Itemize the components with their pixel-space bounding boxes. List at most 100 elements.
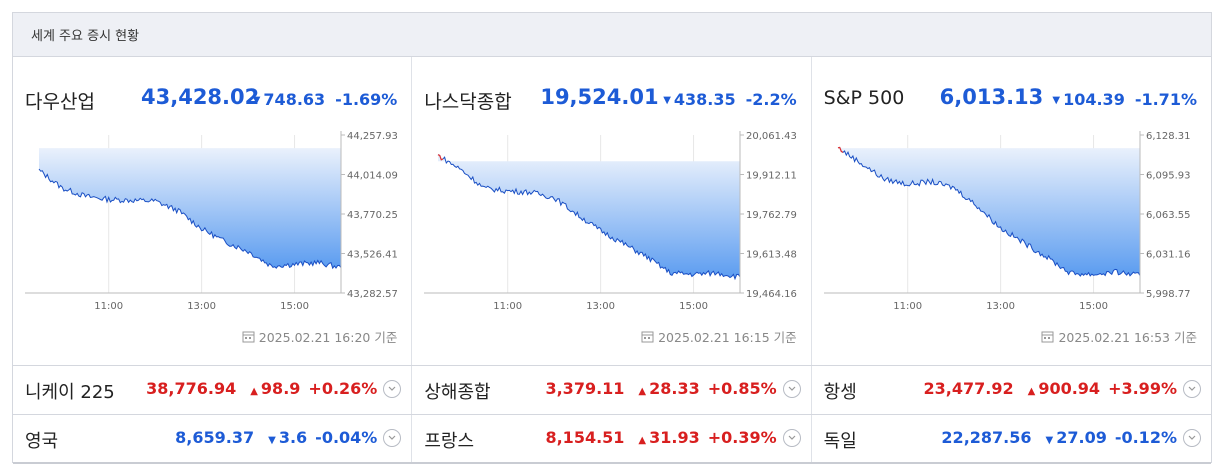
index-row: 니케이 225 38,776.94 ▲ 98.9 +0.26% 상해종합 3,37… [13, 365, 1211, 414]
change-amount: 27.09 [1056, 428, 1107, 447]
widget-header: 세계 주요 증시 현황 [13, 13, 1211, 57]
timestamp: 2025.02.21 16:20 기준 [242, 327, 398, 346]
series-area [39, 148, 341, 269]
triangle-down-icon: ▼ [1045, 435, 1054, 446]
change-percent: -2.2% [745, 90, 797, 109]
world-market-widget: 세계 주요 증시 현황 다우산업 43,428.02 ▼ 748.63 -1.69… [12, 12, 1212, 464]
y-tick-label: 19,464.16 [746, 289, 797, 300]
y-tick-label: 6,031.16 [1146, 250, 1191, 261]
x-tick-label: 15:00 [1079, 301, 1108, 312]
index-cell-nikkei[interactable]: 니케이 225 38,776.94 ▲ 98.9 +0.26% [13, 366, 413, 414]
series-up-segment [837, 146, 843, 153]
series-up-segment [438, 154, 444, 161]
timestamp: 2025.02.21 16:53 기준 [1041, 327, 1197, 346]
chevron-down-icon[interactable] [383, 379, 402, 398]
y-tick-label: 44,257.93 [347, 131, 398, 142]
y-tick-label: 5,998.77 [1146, 289, 1191, 300]
index-panel-sp500[interactable]: S&P 500 6,013.13 ▼ 104.39 -1.71% 6,128.31… [812, 57, 1211, 365]
triangle-up-icon: ▲ [638, 386, 647, 397]
chevron-down-icon[interactable] [782, 428, 801, 447]
change-amount: 98.9 [260, 379, 301, 398]
index-value: 23,477.92 [923, 379, 1014, 398]
series-line [38, 168, 342, 270]
index-quote: 23,477.92 ▲ 900.94 +3.99% [924, 379, 1201, 398]
triangle-down-icon: ▼ [1052, 95, 1061, 106]
change-amount: 900.94 [1038, 379, 1101, 398]
index-value: 8,154.51 [545, 428, 625, 447]
y-tick-label: 19,912.11 [746, 171, 797, 182]
index-name: 영국 [25, 431, 59, 452]
x-tick-label: 13:00 [187, 301, 216, 312]
index-row: 영국 8,659.37 ▼ 3.6 -0.04% 프랑스 8,154.51 ▲ 31… [13, 414, 1211, 464]
y-tick-label: 20,061.43 [746, 131, 797, 142]
intraday-chart: 20,061.43 19,912.11 19,762.79 19,613.48 19,4… [424, 131, 797, 312]
change-percent: +0.26% [308, 379, 378, 398]
y-tick-label: 19,762.79 [746, 210, 797, 221]
y-tick-label: 44,014.09 [347, 171, 398, 182]
index-panel-dow[interactable]: 다우산업 43,428.02 ▼ 748.63 -1.69% 44,257.93 4… [13, 57, 413, 365]
index-name: 다우산업 [25, 91, 95, 113]
change-amount: 3.6 [278, 428, 308, 447]
index-name: 니케이 225 [25, 382, 115, 403]
x-tick-label: 13:00 [587, 301, 616, 312]
index-value: 19,524.01 [540, 85, 659, 109]
index-cell-hangseng[interactable]: 항셍 23,477.92 ▲ 900.94 +3.99% [812, 366, 1211, 414]
triangle-up-icon: ▲ [1027, 386, 1036, 397]
index-change: ▼ 748.63 -1.69% [253, 90, 398, 109]
x-tick-label: 13:00 [986, 301, 1015, 312]
change-percent: -0.04% [315, 428, 378, 447]
index-name: S&P 500 [823, 87, 905, 109]
index-quote: 8,659.37 ▼ 3.6 -0.04% [175, 428, 402, 447]
index-cell-shanghai[interactable]: 상해종합 3,379.11 ▲ 28.33 +0.85% [412, 366, 812, 414]
series-area [837, 147, 1140, 277]
chevron-down-icon[interactable] [1182, 379, 1201, 398]
widget-title: 세계 주요 증시 현황 [31, 29, 140, 44]
change-amount: 104.39 [1063, 90, 1125, 109]
timestamp-text: 2025.02.21 16:20 기준 [258, 330, 398, 345]
index-panel-nasdaq[interactable]: 나스닥종합 19,524.01 ▼ 438.35 -2.2% 20,061.43 1… [412, 57, 812, 365]
x-tick-label: 11:00 [94, 301, 123, 312]
intraday-chart: 44,257.93 44,014.09 43,770.25 43,526.41 43,2… [25, 131, 398, 312]
calendar-icon [242, 331, 255, 343]
triangle-down-icon: ▼ [252, 95, 261, 106]
change-amount: 28.33 [649, 379, 700, 398]
series-line [438, 154, 741, 281]
intraday-chart: 6,128.31 6,095.93 6,063.55 6,031.16 5,998.77… [823, 131, 1191, 312]
index-cell-france[interactable]: 프랑스 8,154.51 ▲ 31.93 +0.39% [412, 415, 812, 462]
change-percent: +3.99% [1108, 379, 1177, 398]
x-tick-label: 11:00 [494, 301, 523, 312]
index-name: 항셍 [823, 382, 857, 403]
index-value: 22,287.56 [941, 428, 1032, 447]
chevron-down-icon[interactable] [1182, 428, 1201, 447]
index-name: 나스닥종합 [424, 91, 512, 113]
index-value: 3,379.11 [545, 379, 625, 398]
y-tick-label: 6,095.93 [1146, 171, 1191, 182]
change-percent: -1.69% [335, 90, 398, 109]
y-tick-label: 6,128.31 [1146, 131, 1191, 142]
major-index-panels: 다우산업 43,428.02 ▼ 748.63 -1.69% 44,257.93 4… [13, 57, 1211, 365]
index-change: ▼ 104.39 -1.71% [1052, 90, 1197, 109]
y-tick-label: 43,770.25 [347, 210, 398, 221]
triangle-down-icon: ▼ [663, 95, 671, 106]
x-tick-label: 15:00 [679, 301, 708, 312]
index-quote: 38,776.94 ▲ 98.9 +0.26% [146, 379, 402, 398]
index-value: 38,776.94 [146, 379, 237, 398]
timestamp-text: 2025.02.21 16:15 기준 [658, 330, 797, 345]
timestamp-text: 2025.02.21 16:53 기준 [1058, 330, 1197, 345]
index-name: 프랑스 [424, 431, 475, 452]
calendar-icon [1041, 331, 1054, 343]
chevron-down-icon[interactable] [383, 428, 402, 447]
series-area [438, 154, 741, 279]
y-tick-label: 19,613.48 [746, 250, 797, 261]
index-cell-uk[interactable]: 영국 8,659.37 ▼ 3.6 -0.04% [13, 415, 413, 462]
index-quote: 22,287.56 ▼ 27.09 -0.12% [941, 428, 1201, 447]
index-cell-germany[interactable]: 독일 22,287.56 ▼ 27.09 -0.12% [812, 415, 1211, 462]
index-change: ▼ 438.35 -2.2% [663, 90, 796, 109]
y-tick-label: 43,282.57 [347, 289, 398, 300]
x-tick-label: 15:00 [280, 301, 309, 312]
change-percent: -1.71% [1134, 90, 1197, 109]
triangle-down-icon: ▼ [268, 435, 276, 446]
index-value: 6,013.13 [939, 85, 1044, 109]
chevron-down-icon[interactable] [782, 379, 801, 398]
triangle-up-icon: ▲ [250, 386, 258, 397]
